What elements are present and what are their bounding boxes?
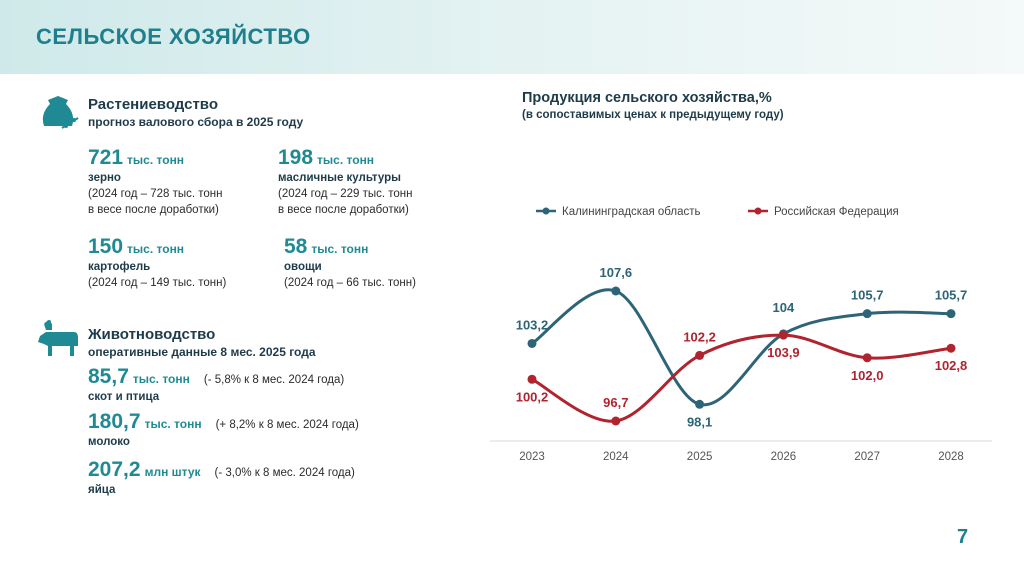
stat-value: 207,2 <box>88 458 141 481</box>
data-label: 105,7 <box>935 288 968 303</box>
header-banner: СЕЛЬСКОЕ ХОЗЯЙСТВО <box>0 0 1024 74</box>
stat-unit: тыс. тонн <box>311 242 369 256</box>
x-tick-label: 2025 <box>687 451 713 463</box>
stat-label: овощи <box>284 261 322 273</box>
stat-unit: тыс. тонн <box>144 417 202 431</box>
stat-meat: 85,7 тыс. тонн (- 5,8% к 8 мес. 2024 года)… <box>88 365 344 403</box>
stat-value: 85,7 <box>88 365 129 388</box>
crops-title: Растениеводство <box>88 96 218 113</box>
data-label: 98,1 <box>687 414 712 429</box>
x-tick-label: 2027 <box>854 451 880 463</box>
data-label: 103,9 <box>767 345 800 360</box>
stat-value: 58 <box>284 235 308 258</box>
chart-subtitle: (в сопоставимых ценах к предыдущему году… <box>522 109 784 121</box>
x-tick-label: 2028 <box>938 451 964 463</box>
data-label: 102,0 <box>851 368 884 383</box>
stat-value: 180,7 <box>88 410 141 433</box>
data-point <box>862 353 872 363</box>
data-label: 103,2 <box>516 317 549 332</box>
data-point <box>695 350 705 360</box>
livestock-title: Животноводство <box>88 326 216 343</box>
stat-value: 721 <box>88 146 124 169</box>
stat-unit: тыс. тонн <box>317 153 375 167</box>
livestock-subtitle: оперативные данные 8 мес. 2025 года <box>88 345 316 359</box>
legend-label: Калининградская область <box>562 206 700 218</box>
stat-label: зерно <box>88 172 121 184</box>
data-point <box>527 338 537 348</box>
stat-label: скот и птица <box>88 391 160 403</box>
stat-label: картофель <box>88 261 151 273</box>
grain-sack-icon <box>42 96 79 129</box>
stat-comparison: (+ 8,2% к 8 мес. 2024 года) <box>215 419 359 431</box>
data-point <box>611 416 621 426</box>
data-point <box>862 309 872 319</box>
stat-comparison: (- 5,8% к 8 мес. 2024 года) <box>203 374 345 386</box>
stat-note: в весе после доработки) <box>278 204 409 216</box>
stat-note: (2024 год – 728 тыс. тонн <box>88 188 223 200</box>
data-point <box>695 399 705 409</box>
stat-milk: 180,7 тыс. тонн (+ 8,2% к 8 мес. 2024 года… <box>88 410 359 448</box>
stat-unit: тыс. тонн <box>127 242 185 256</box>
series-line <box>531 288 952 407</box>
stat-note: (2024 год – 66 тыс. тонн) <box>284 277 416 289</box>
crops-subtitle: прогноз валового сбора в 2025 году <box>88 115 304 129</box>
page-title: СЕЛЬСКОЕ ХОЗЯЙСТВО <box>36 24 311 49</box>
legend-marker <box>542 207 550 215</box>
stat-eggs: 207,2 млн штук (- 3,0% к 8 мес. 2024 года)… <box>88 458 355 496</box>
stat-potatoes: 150 тыс. тонн картофель (2024 год – 149 т… <box>88 235 226 291</box>
data-point <box>946 309 956 319</box>
stat-oilseeds: 198 тыс. тонн масличные культуры (2024 го… <box>278 146 412 218</box>
stat-label: молоко <box>88 436 130 448</box>
data-label: 102,2 <box>683 329 716 344</box>
x-tick-label: 2026 <box>771 451 797 463</box>
data-label: 107,6 <box>600 265 633 280</box>
page-number: 7 <box>957 526 969 548</box>
stat-note: в весе после доработки) <box>88 204 219 216</box>
cow-icon <box>38 320 78 356</box>
stat-vegetables: 58 тыс. тонн овощи (2024 год – 66 тыс. то… <box>284 235 416 291</box>
x-tick-label: 2023 <box>519 451 545 463</box>
data-point <box>778 330 788 340</box>
legend-marker <box>754 207 762 215</box>
series-line <box>531 333 952 423</box>
data-label: 96,7 <box>603 395 628 410</box>
stat-value: 150 <box>88 235 124 258</box>
data-label: 105,7 <box>851 288 884 303</box>
stat-note: (2024 год – 149 тыс. тонн) <box>88 277 227 289</box>
stat-note: (2024 год – 229 тыс. тонн <box>278 188 413 200</box>
data-label: 100,2 <box>516 389 549 404</box>
data-point <box>527 374 537 384</box>
stat-label: масличные культуры <box>278 172 401 184</box>
stat-label: яйца <box>88 484 116 496</box>
data-point <box>611 286 621 296</box>
data-point <box>946 343 956 353</box>
stat-unit: млн штук <box>144 465 201 479</box>
stat-value: 198 <box>278 146 314 169</box>
x-tick-label: 2024 <box>603 451 629 463</box>
legend-label: Российская Федерация <box>774 206 899 218</box>
data-label: 104 <box>773 300 795 315</box>
data-label: 102,8 <box>935 358 968 373</box>
stat-unit: тыс. тонн <box>127 153 185 167</box>
chart-title: Продукция сельского хозяйства,% <box>522 90 772 106</box>
stat-grain: 721 тыс. тонн зерно (2024 год – 728 тыс. … <box>88 146 222 218</box>
stat-unit: тыс. тонн <box>132 372 190 386</box>
stat-comparison: (- 3,0% к 8 мес. 2024 года) <box>214 467 355 479</box>
